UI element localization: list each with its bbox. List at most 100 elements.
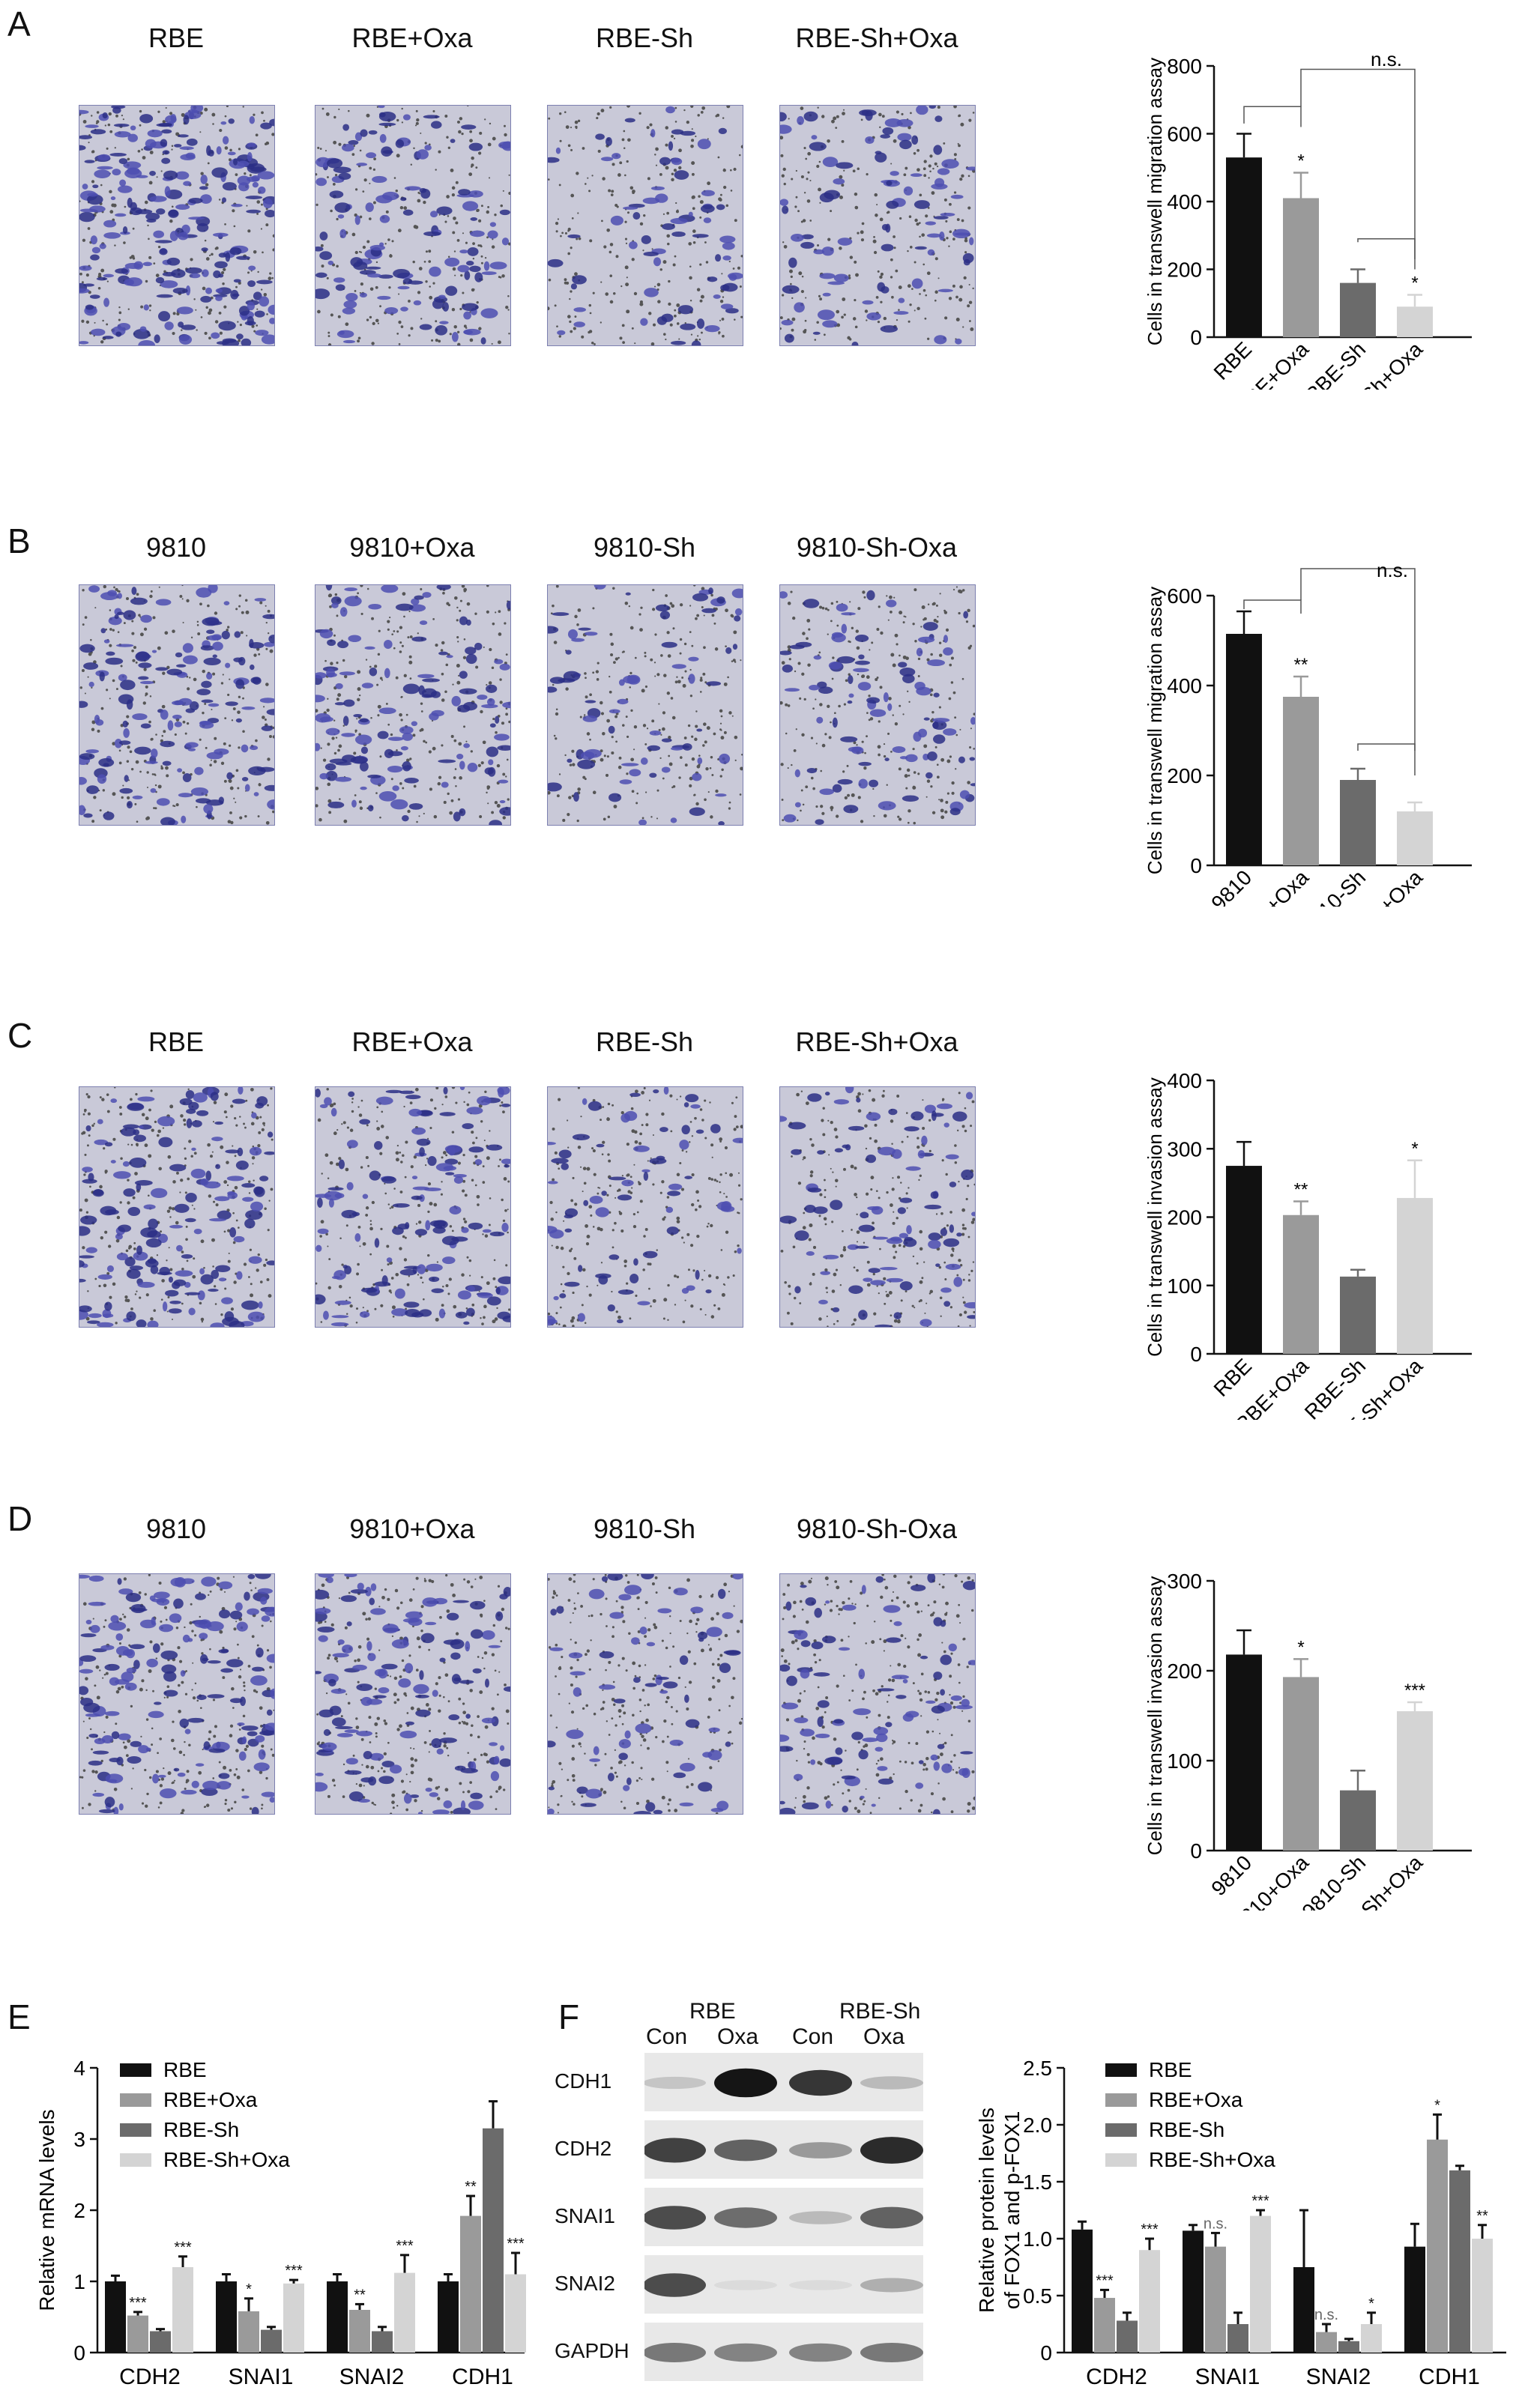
blot-lane-label: Oxa (863, 2024, 905, 2049)
blot-lane-label: Oxa (717, 2024, 759, 2049)
x-tick-label: CDH1 (452, 2365, 513, 2389)
y-tick-label: 200 (1167, 764, 1202, 787)
y-tick-label: 600 (1167, 584, 1202, 608)
legend-swatch (120, 2093, 151, 2107)
x-tick-label: CDH2 (1086, 2365, 1147, 2389)
micrograph-a-1 (79, 105, 275, 346)
y-tick-label: 1 (73, 2270, 85, 2293)
x-tick-label: 9810 (1207, 865, 1256, 907)
blot-band (643, 2076, 706, 2090)
bar-snai1-2 (238, 2311, 259, 2353)
bar-cdh2-3 (150, 2331, 171, 2353)
image-title-c-3: RBE-Sh (595, 1026, 694, 1057)
image-title-c-4: RBE-Sh+Oxa (795, 1026, 958, 1057)
significance-star: ** (354, 2287, 366, 2303)
legend-label: RBE-Sh+Oxa (163, 2148, 290, 2171)
x-tick-label: CDH1 (1419, 2365, 1480, 2389)
micrograph-b-1 (79, 584, 275, 826)
y-axis-label: Cells in transwell invasion assay (1144, 1077, 1166, 1357)
bar-snai1-3 (261, 2329, 282, 2353)
legend-swatch (120, 2153, 151, 2167)
blot-band (714, 2207, 777, 2228)
blot-band (860, 2206, 923, 2229)
image-title-c-1: RBE (148, 1026, 205, 1057)
blot-group-label: RBE-Sh (839, 1999, 921, 2024)
blot-strip (643, 2120, 923, 2179)
blot-band (789, 2280, 852, 2290)
micrograph-a-2 (315, 105, 511, 346)
y-tick-label: 2 (73, 2199, 85, 2222)
panel-letter-b: B (7, 521, 31, 560)
bar-4 (1397, 306, 1433, 337)
chart-f-protein: 0 0.5 1.0 1.5 2.0 2.5 Relative protein levels o… (975, 2057, 1506, 2389)
legend-label: RBE+Oxa (163, 2088, 258, 2111)
y-tick-label: 0 (1190, 854, 1202, 877)
bar-2 (1283, 1214, 1319, 1354)
significance-star: *** (129, 2295, 147, 2311)
significance-star: *** (1404, 1681, 1425, 1701)
x-tick-label: SNAI1 (229, 2365, 294, 2389)
y-tick-label: 200 (1167, 1206, 1202, 1229)
bar-cdh2-4 (172, 2267, 193, 2353)
y-tick-label: 600 (1167, 123, 1202, 146)
significance-star: *** (507, 2236, 525, 2252)
blot-band (714, 2343, 777, 2362)
blot-band (643, 2206, 706, 2230)
significance-star: ** (465, 2179, 477, 2195)
y-axis-label-line1: Relative protein levels (975, 2108, 998, 2313)
bar-snai2-4 (394, 2272, 415, 2353)
y-tick-label: 1.5 (1023, 2170, 1052, 2194)
bar-1 (1226, 1166, 1262, 1354)
x-tick-label: RBE (1210, 1354, 1257, 1401)
image-title-b-1: 9810 (145, 532, 207, 563)
bar-4 (1397, 1711, 1433, 1851)
significance-star: * (1297, 151, 1304, 172)
y-tick-label: 200 (1167, 1660, 1202, 1683)
bar-cdh1-1 (1404, 2246, 1425, 2353)
legend-label: RBE+Oxa (1149, 2088, 1243, 2111)
bar-3 (1340, 1276, 1376, 1354)
bar-cdh1-2 (1427, 2139, 1448, 2353)
y-tick-label: 0 (1040, 2341, 1052, 2365)
x-tick-label: RBE-Sh (1300, 337, 1370, 390)
blot-band (789, 2069, 852, 2096)
bar-snai1-2 (1205, 2246, 1226, 2353)
bar-2 (1283, 697, 1319, 865)
legend-swatch (120, 2063, 151, 2077)
bar-cdh1-4 (1472, 2239, 1493, 2353)
bar-cdh1-2 (460, 2215, 481, 2353)
significance-bracket (1243, 106, 1302, 127)
significance-star: * (1411, 273, 1418, 293)
bar-3 (1340, 282, 1376, 337)
micrograph-b-3 (547, 584, 743, 826)
blot-band (714, 2280, 777, 2290)
bar-cdh1-1 (438, 2281, 459, 2353)
legend-label: RBE-Sh (163, 2118, 239, 2141)
bar-2 (1283, 1677, 1319, 1851)
image-title-b-4: 9810-Sh-Oxa (796, 532, 958, 563)
legend-label: RBE-Sh (1149, 2118, 1224, 2141)
image-title-d-1: 9810 (145, 1513, 207, 1544)
bar-cdh2-2 (127, 2315, 148, 2353)
bar-2 (1283, 198, 1319, 337)
bar-snai2-3 (1338, 2341, 1359, 2353)
panel-letter-f: F (558, 1997, 580, 2036)
y-tick-label: 100 (1167, 1274, 1202, 1298)
y-axis-label: Relative mRNA levels (35, 2109, 58, 2311)
y-axis-label: Cells in transwell migration assay (1144, 587, 1166, 874)
significance-star: ** (1294, 1180, 1308, 1200)
image-title-d-3: 9810-Sh (593, 1513, 696, 1544)
significance-star: *** (396, 2238, 414, 2254)
image-title-d-4: 9810-Sh-Oxa (796, 1513, 958, 1544)
blot-band (860, 2137, 923, 2164)
significance-bracket (1243, 599, 1302, 614)
y-tick-label: 300 (1167, 1137, 1202, 1161)
image-title-c-2: RBE+Oxa (351, 1026, 473, 1057)
panel-letter-e: E (7, 1997, 31, 2036)
significance-star: *** (1096, 2272, 1114, 2289)
y-tick-label: 1.0 (1023, 2227, 1052, 2251)
legend-swatch (1105, 2123, 1137, 2137)
image-title-b-3: 9810-Sh (593, 532, 696, 563)
micrograph-c-4 (779, 1086, 976, 1328)
bar-snai1-3 (1227, 2324, 1248, 2353)
